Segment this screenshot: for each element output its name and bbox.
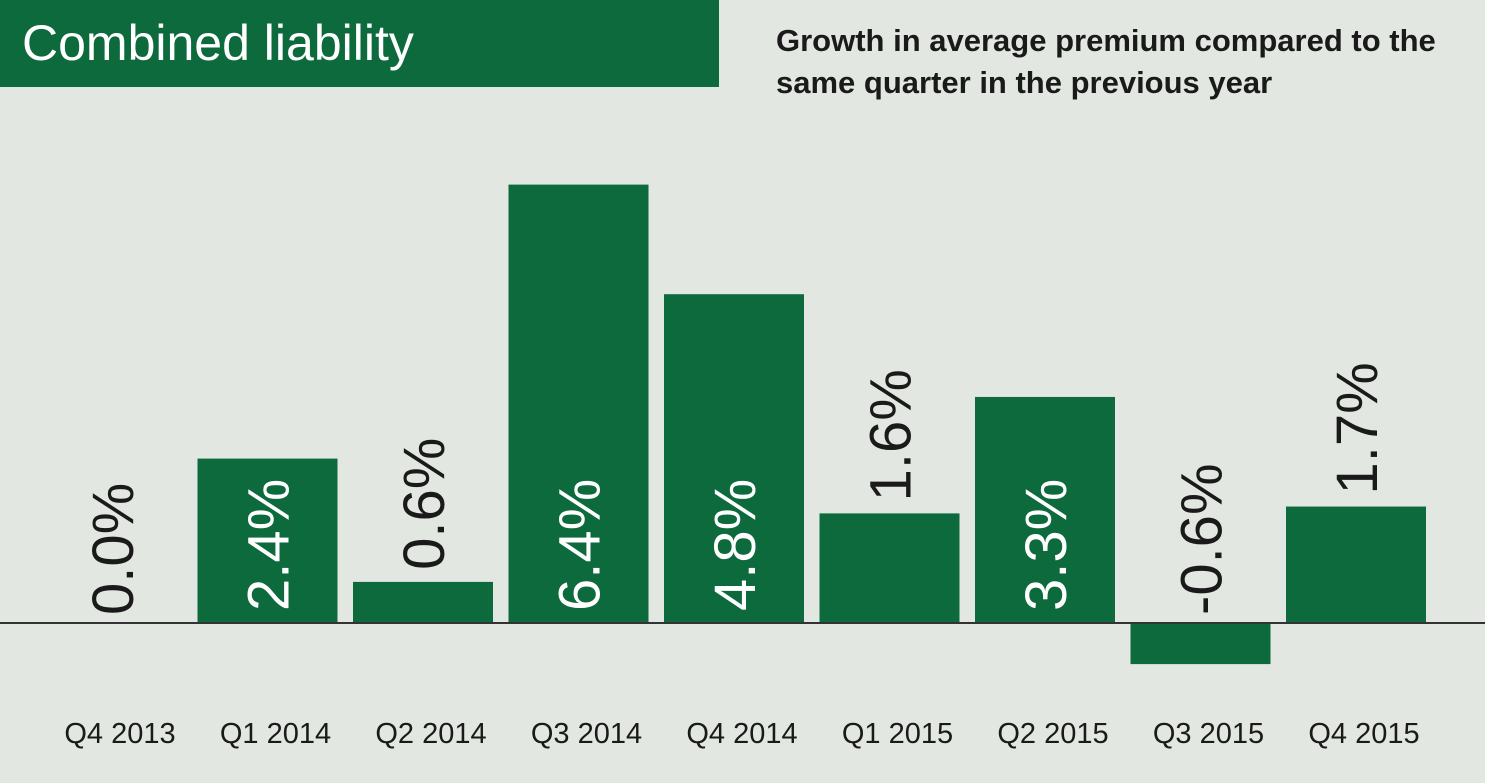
bar-q2-2015 [975, 396, 1115, 623]
value-label: 4.8% [703, 479, 768, 611]
bar-q3-2015 [1130, 623, 1271, 665]
category-label: Q1 2015 [842, 718, 953, 750]
value-label: -0.6% [1169, 463, 1234, 615]
category-label: Q2 2014 [375, 718, 486, 750]
value-label: 0.0% [81, 483, 146, 615]
bar-q4-2015 [1286, 506, 1426, 623]
category-label: Q4 2014 [686, 718, 797, 750]
chart-title: Combined liability [0, 0, 719, 87]
bar-q4-2014 [664, 294, 804, 623]
category-label: Q3 2014 [531, 718, 642, 750]
category-label: Q1 2014 [220, 718, 331, 750]
chart-subtitle: Growth in average premium compared to th… [776, 23, 1436, 100]
category-label: Q3 2015 [1153, 718, 1264, 750]
bar-q1-2014 [197, 458, 338, 623]
value-label: 2.4% [236, 479, 301, 611]
category-label: Q4 2013 [64, 718, 175, 750]
value-label: 1.6% [858, 369, 923, 501]
bar-q2-2014 [353, 581, 493, 623]
value-label: 6.4% [547, 479, 612, 611]
value-label: 0.6% [392, 438, 457, 570]
bar-q3-2014 [508, 184, 649, 623]
category-label: Q4 2015 [1308, 718, 1419, 750]
value-label: 3.3% [1014, 479, 1079, 611]
bar-q1-2015 [819, 513, 960, 623]
category-label: Q2 2015 [997, 718, 1108, 750]
value-label: 1.7% [1325, 362, 1390, 494]
